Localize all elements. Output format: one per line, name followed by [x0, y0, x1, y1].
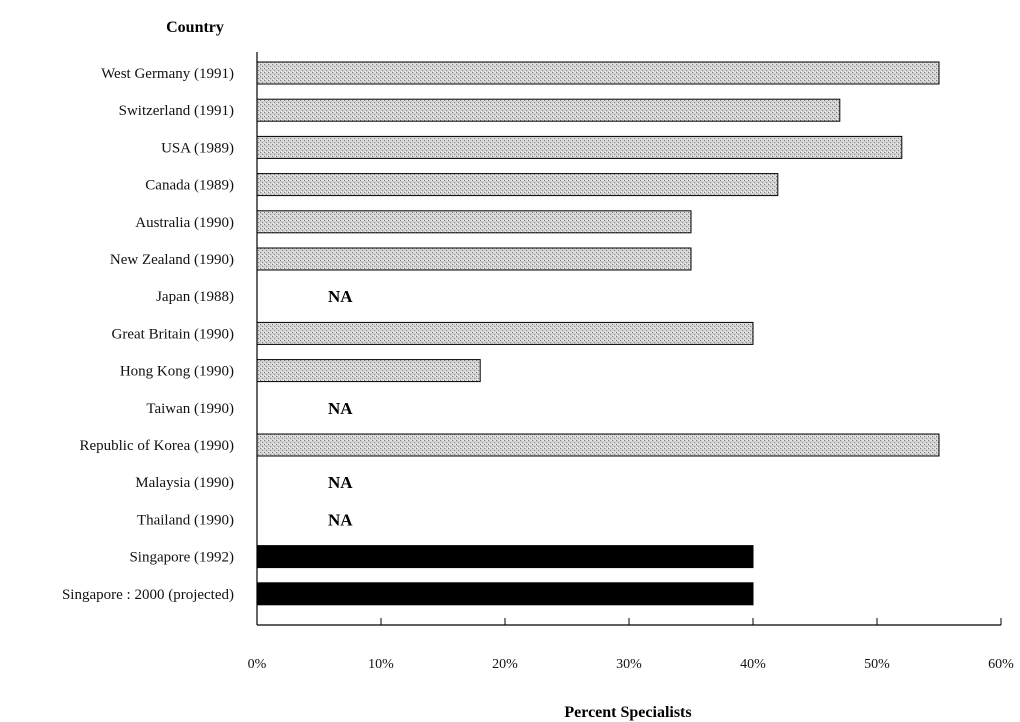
category-label: Singapore (1992): [129, 550, 234, 566]
category-label: Singapore : 2000 (projected): [62, 587, 234, 603]
x-tick-label: 40%: [740, 657, 766, 672]
bar: [256, 545, 754, 569]
category-label: Thailand (1990): [137, 512, 234, 528]
na-label: NA: [328, 473, 353, 492]
x-tick-label: 0%: [248, 657, 267, 672]
na-label: NA: [328, 399, 353, 418]
x-tick-label: 30%: [616, 657, 642, 672]
x-tick-label: 20%: [492, 657, 518, 672]
category-label: Switzerland (1991): [119, 103, 234, 119]
category-label: Hong Kong (1990): [120, 364, 234, 380]
na-label: NA: [328, 287, 353, 306]
category-label: West Germany (1991): [101, 66, 234, 82]
plot-area: West Germany (1991) Switzerland (1991) USA…: [62, 52, 1014, 672]
bar: [256, 359, 481, 383]
bar: [256, 433, 940, 457]
category-label: Canada (1989): [145, 178, 234, 194]
x-axis-title: Percent Specialists: [564, 704, 691, 721]
category-label: Malaysia (1990): [135, 475, 234, 491]
na-label: NA: [328, 510, 353, 529]
bar: [256, 247, 692, 271]
x-tick-label: 50%: [864, 657, 890, 672]
category-label: Japan (1988): [156, 289, 234, 305]
bar: [256, 98, 841, 122]
bar: [256, 61, 940, 85]
x-tick-label: 10%: [368, 657, 394, 672]
bar: [256, 210, 692, 234]
bar: [256, 173, 779, 197]
bar: [256, 135, 903, 159]
category-label: USA (1989): [161, 140, 234, 156]
bar: [256, 582, 754, 606]
category-label: Australia (1990): [135, 215, 234, 231]
category-label: Great Britain (1990): [112, 326, 234, 342]
bar: [256, 321, 754, 345]
x-tick-label: 60%: [988, 657, 1014, 672]
category-label: Republic of Korea (1990): [79, 438, 234, 454]
y-axis-title: Country: [166, 19, 224, 36]
category-label: New Zealand (1990): [110, 252, 234, 268]
category-label: Taiwan (1990): [146, 401, 234, 417]
